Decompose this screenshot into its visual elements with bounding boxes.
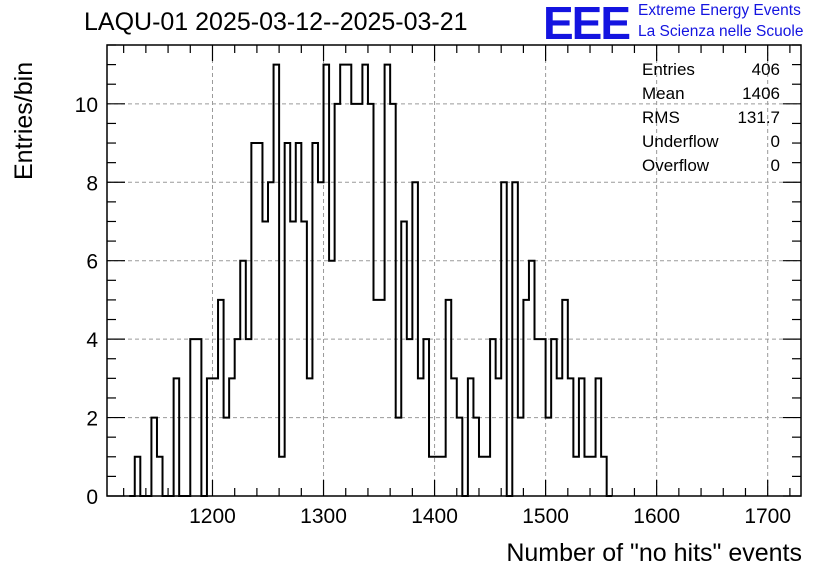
stat-value: 131.7 — [737, 108, 780, 127]
y-tick-label: 6 — [86, 251, 98, 274]
stat-label: Overflow — [642, 156, 710, 175]
stat-label: Entries — [642, 60, 695, 79]
histogram-series — [129, 63, 613, 497]
x-axis-label: Number of "no hits" events — [506, 539, 802, 567]
chart-title: LAQU-01 2025-03-12--2025-03-21 — [84, 8, 468, 36]
stat-value: 406 — [751, 60, 780, 79]
x-tick-label: 1400 — [411, 505, 458, 528]
eee-logo-icon: EEE — [543, 0, 631, 49]
stats-box: Entries 406 Mean 1406 RMS 131.7 Underflo… — [642, 58, 780, 178]
logo-line-1: Extreme Energy Events — [638, 2, 801, 19]
stat-row-overflow: Overflow 0 — [642, 154, 780, 178]
y-axis-label: Entries/bin — [10, 62, 38, 180]
y-tick-label: 0 — [86, 486, 98, 509]
axis-ticks — [107, 44, 801, 497]
x-tick-label: 1200 — [189, 505, 236, 528]
stat-row-rms: RMS 131.7 — [642, 106, 780, 130]
y-tick-label: 10 — [75, 94, 98, 117]
stat-label: Mean — [642, 84, 685, 103]
y-tick-label: 8 — [86, 172, 98, 195]
stat-row-mean: Mean 1406 — [642, 82, 780, 106]
tick-labels: 1200 1300 1400 1500 1600 1700 0 2 4 6 8 10 — [75, 94, 791, 528]
y-tick-label: 4 — [86, 329, 98, 352]
stat-row-underflow: Underflow 0 — [642, 130, 780, 154]
stat-row-entries: Entries 406 — [642, 58, 780, 82]
stat-value: 0 — [770, 156, 780, 175]
plot-frame — [106, 44, 802, 497]
x-tick-label: 1600 — [633, 505, 680, 528]
logo-line-2: La Scienza nelle Scuole — [638, 23, 804, 40]
y-tick-label: 2 — [86, 408, 98, 431]
stat-value: 0 — [770, 132, 780, 151]
stat-label: RMS — [642, 108, 680, 127]
stat-label: Underflow — [642, 132, 719, 151]
stat-value: 1406 — [742, 84, 780, 103]
x-tick-label: 1700 — [744, 505, 791, 528]
x-tick-label: 1500 — [522, 505, 569, 528]
x-tick-label: 1300 — [300, 505, 347, 528]
